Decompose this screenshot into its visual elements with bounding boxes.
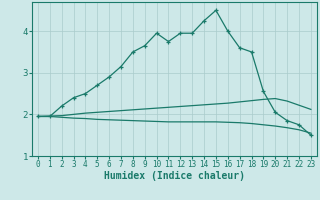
X-axis label: Humidex (Indice chaleur): Humidex (Indice chaleur) xyxy=(104,171,245,181)
